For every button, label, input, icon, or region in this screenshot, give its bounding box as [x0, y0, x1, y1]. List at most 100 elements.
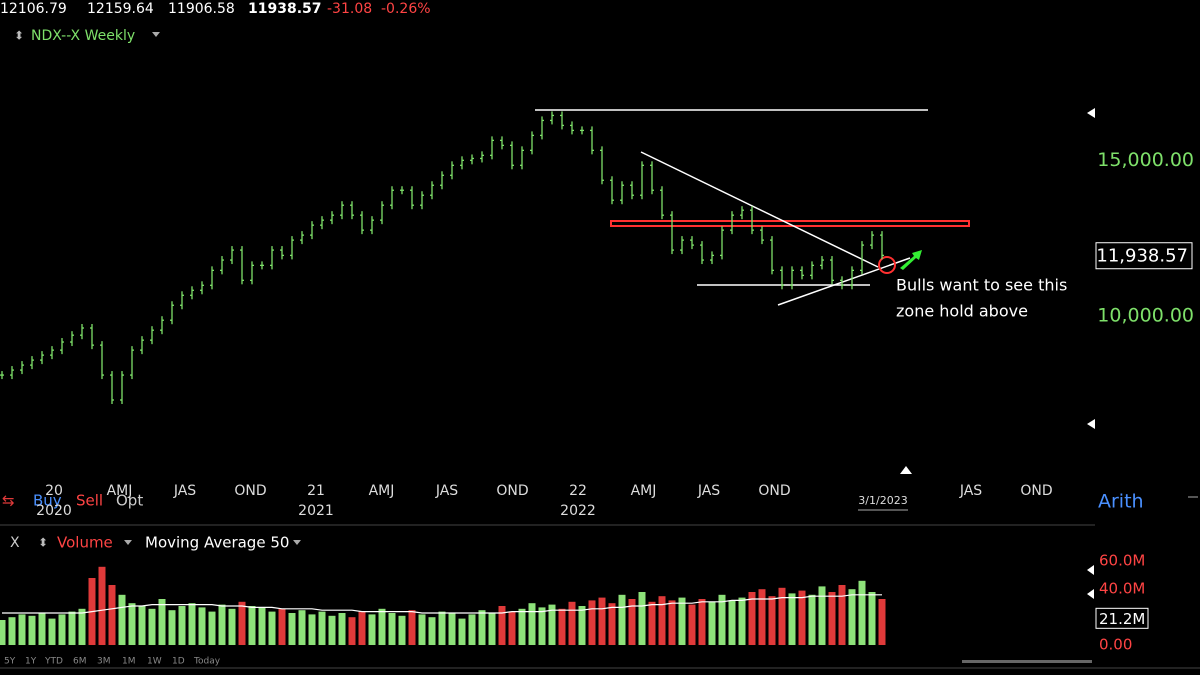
range-button[interactable]: Today [193, 657, 221, 667]
price-bar [110, 371, 114, 405]
volume-bar [208, 611, 216, 645]
cursor-date: 3/1/2023 [858, 494, 907, 507]
volume-bar [748, 592, 756, 645]
price-bar [590, 126, 594, 155]
volume-bar [588, 600, 596, 645]
opt-button[interactable]: Opt [116, 492, 143, 510]
dropdown-arrow[interactable] [152, 32, 160, 37]
scale-mode[interactable]: Arith [1098, 491, 1144, 513]
volume-bar [318, 611, 326, 645]
volume-bar [218, 604, 226, 645]
price-bar [400, 186, 404, 195]
price-bar [720, 226, 724, 260]
price-bar [670, 211, 674, 255]
range-button[interactable]: 6M [73, 657, 87, 667]
range-button[interactable]: 1Y [25, 657, 37, 667]
trend-line-up [777, 257, 911, 306]
trade-icon[interactable]: ⇆ [2, 492, 15, 510]
volume-bar [858, 580, 866, 645]
scroll-marker[interactable] [1087, 565, 1094, 575]
volume-bar [828, 592, 836, 645]
dropdown-arrow[interactable] [293, 540, 301, 545]
volume-bar [608, 603, 616, 645]
price-bar [680, 236, 684, 255]
scroll-marker[interactable] [1087, 589, 1094, 599]
scrollbar[interactable] [962, 660, 1092, 663]
price-bar [660, 186, 664, 220]
sell-button[interactable]: Sell [76, 492, 103, 510]
price-bar [270, 246, 274, 270]
range-button[interactable]: 3M [97, 657, 111, 667]
price-bar [800, 266, 804, 280]
volume-bar [278, 608, 286, 645]
price-bar [870, 231, 874, 250]
study-arrows[interactable]: ⬍ [38, 536, 48, 550]
scroll-marker[interactable] [900, 466, 912, 474]
volume-bar [288, 613, 296, 645]
price-bar [230, 246, 234, 265]
range-button[interactable]: 5Y [4, 657, 16, 667]
price-bar [530, 131, 534, 155]
price-bar [580, 126, 584, 135]
volume-bar [408, 610, 416, 645]
volume-bar [158, 599, 166, 645]
volume-bar [688, 604, 696, 645]
price-bar [520, 146, 524, 170]
close-study[interactable]: X [10, 535, 20, 551]
price-bar [880, 231, 884, 260]
price-bar [360, 211, 364, 235]
last: 11938.57 [248, 1, 322, 17]
price-bar [190, 286, 194, 300]
price-bar [140, 336, 144, 355]
volume-bar [28, 615, 36, 645]
volume-bar [248, 606, 256, 645]
volume-bar [38, 613, 46, 645]
last-price-label: 11,938.57 [1096, 246, 1188, 267]
price-bar [260, 261, 264, 270]
price-bar [290, 236, 294, 260]
volume-bar [528, 603, 536, 645]
volume-bar [0, 620, 6, 645]
price-bar [60, 338, 64, 355]
volume-bar [878, 599, 886, 645]
volume-bar [728, 600, 736, 645]
x-tick-label: 20 [45, 483, 63, 499]
price-bar [420, 191, 424, 210]
price-bar [630, 181, 634, 200]
price-bar [340, 201, 344, 220]
range-button[interactable]: 1W [147, 657, 162, 667]
volume-bar [398, 615, 406, 645]
scroll-marker[interactable] [1087, 108, 1095, 118]
x-tick-label: AMJ [631, 483, 657, 499]
x-tick-label: OND [1020, 483, 1052, 499]
scroll-marker[interactable] [1087, 419, 1095, 429]
range-button[interactable]: YTD [44, 657, 63, 667]
dropdown-arrow[interactable] [124, 540, 132, 545]
volume-bar [258, 607, 266, 645]
price-bar [70, 331, 74, 347]
price-bar [130, 346, 134, 380]
volume-bar [868, 592, 876, 645]
volume-bar [818, 586, 826, 645]
range-button[interactable]: 1M [122, 657, 136, 667]
volume-bar [268, 611, 276, 645]
buy-button[interactable]: Buy [33, 492, 62, 510]
volume-bar [18, 614, 26, 645]
y-tick-label: 60.0M [1099, 552, 1145, 570]
range-button[interactable]: 1D [172, 657, 185, 667]
price-bar [460, 156, 464, 170]
volume-bar [308, 614, 316, 645]
symbol-arrows[interactable]: ⬍ [14, 29, 24, 43]
symbol-title[interactable]: NDX--X Weekly [31, 28, 135, 44]
volume-bar [8, 617, 16, 645]
price-bar [380, 201, 384, 225]
volume-bar [548, 604, 556, 645]
price-bar [150, 326, 154, 345]
volume-bar [438, 611, 446, 645]
price-bar [210, 266, 214, 290]
price-bar [830, 256, 834, 285]
change-pct: -0.26% [381, 1, 431, 17]
volume-bar [328, 615, 336, 645]
price-bar [480, 151, 484, 163]
